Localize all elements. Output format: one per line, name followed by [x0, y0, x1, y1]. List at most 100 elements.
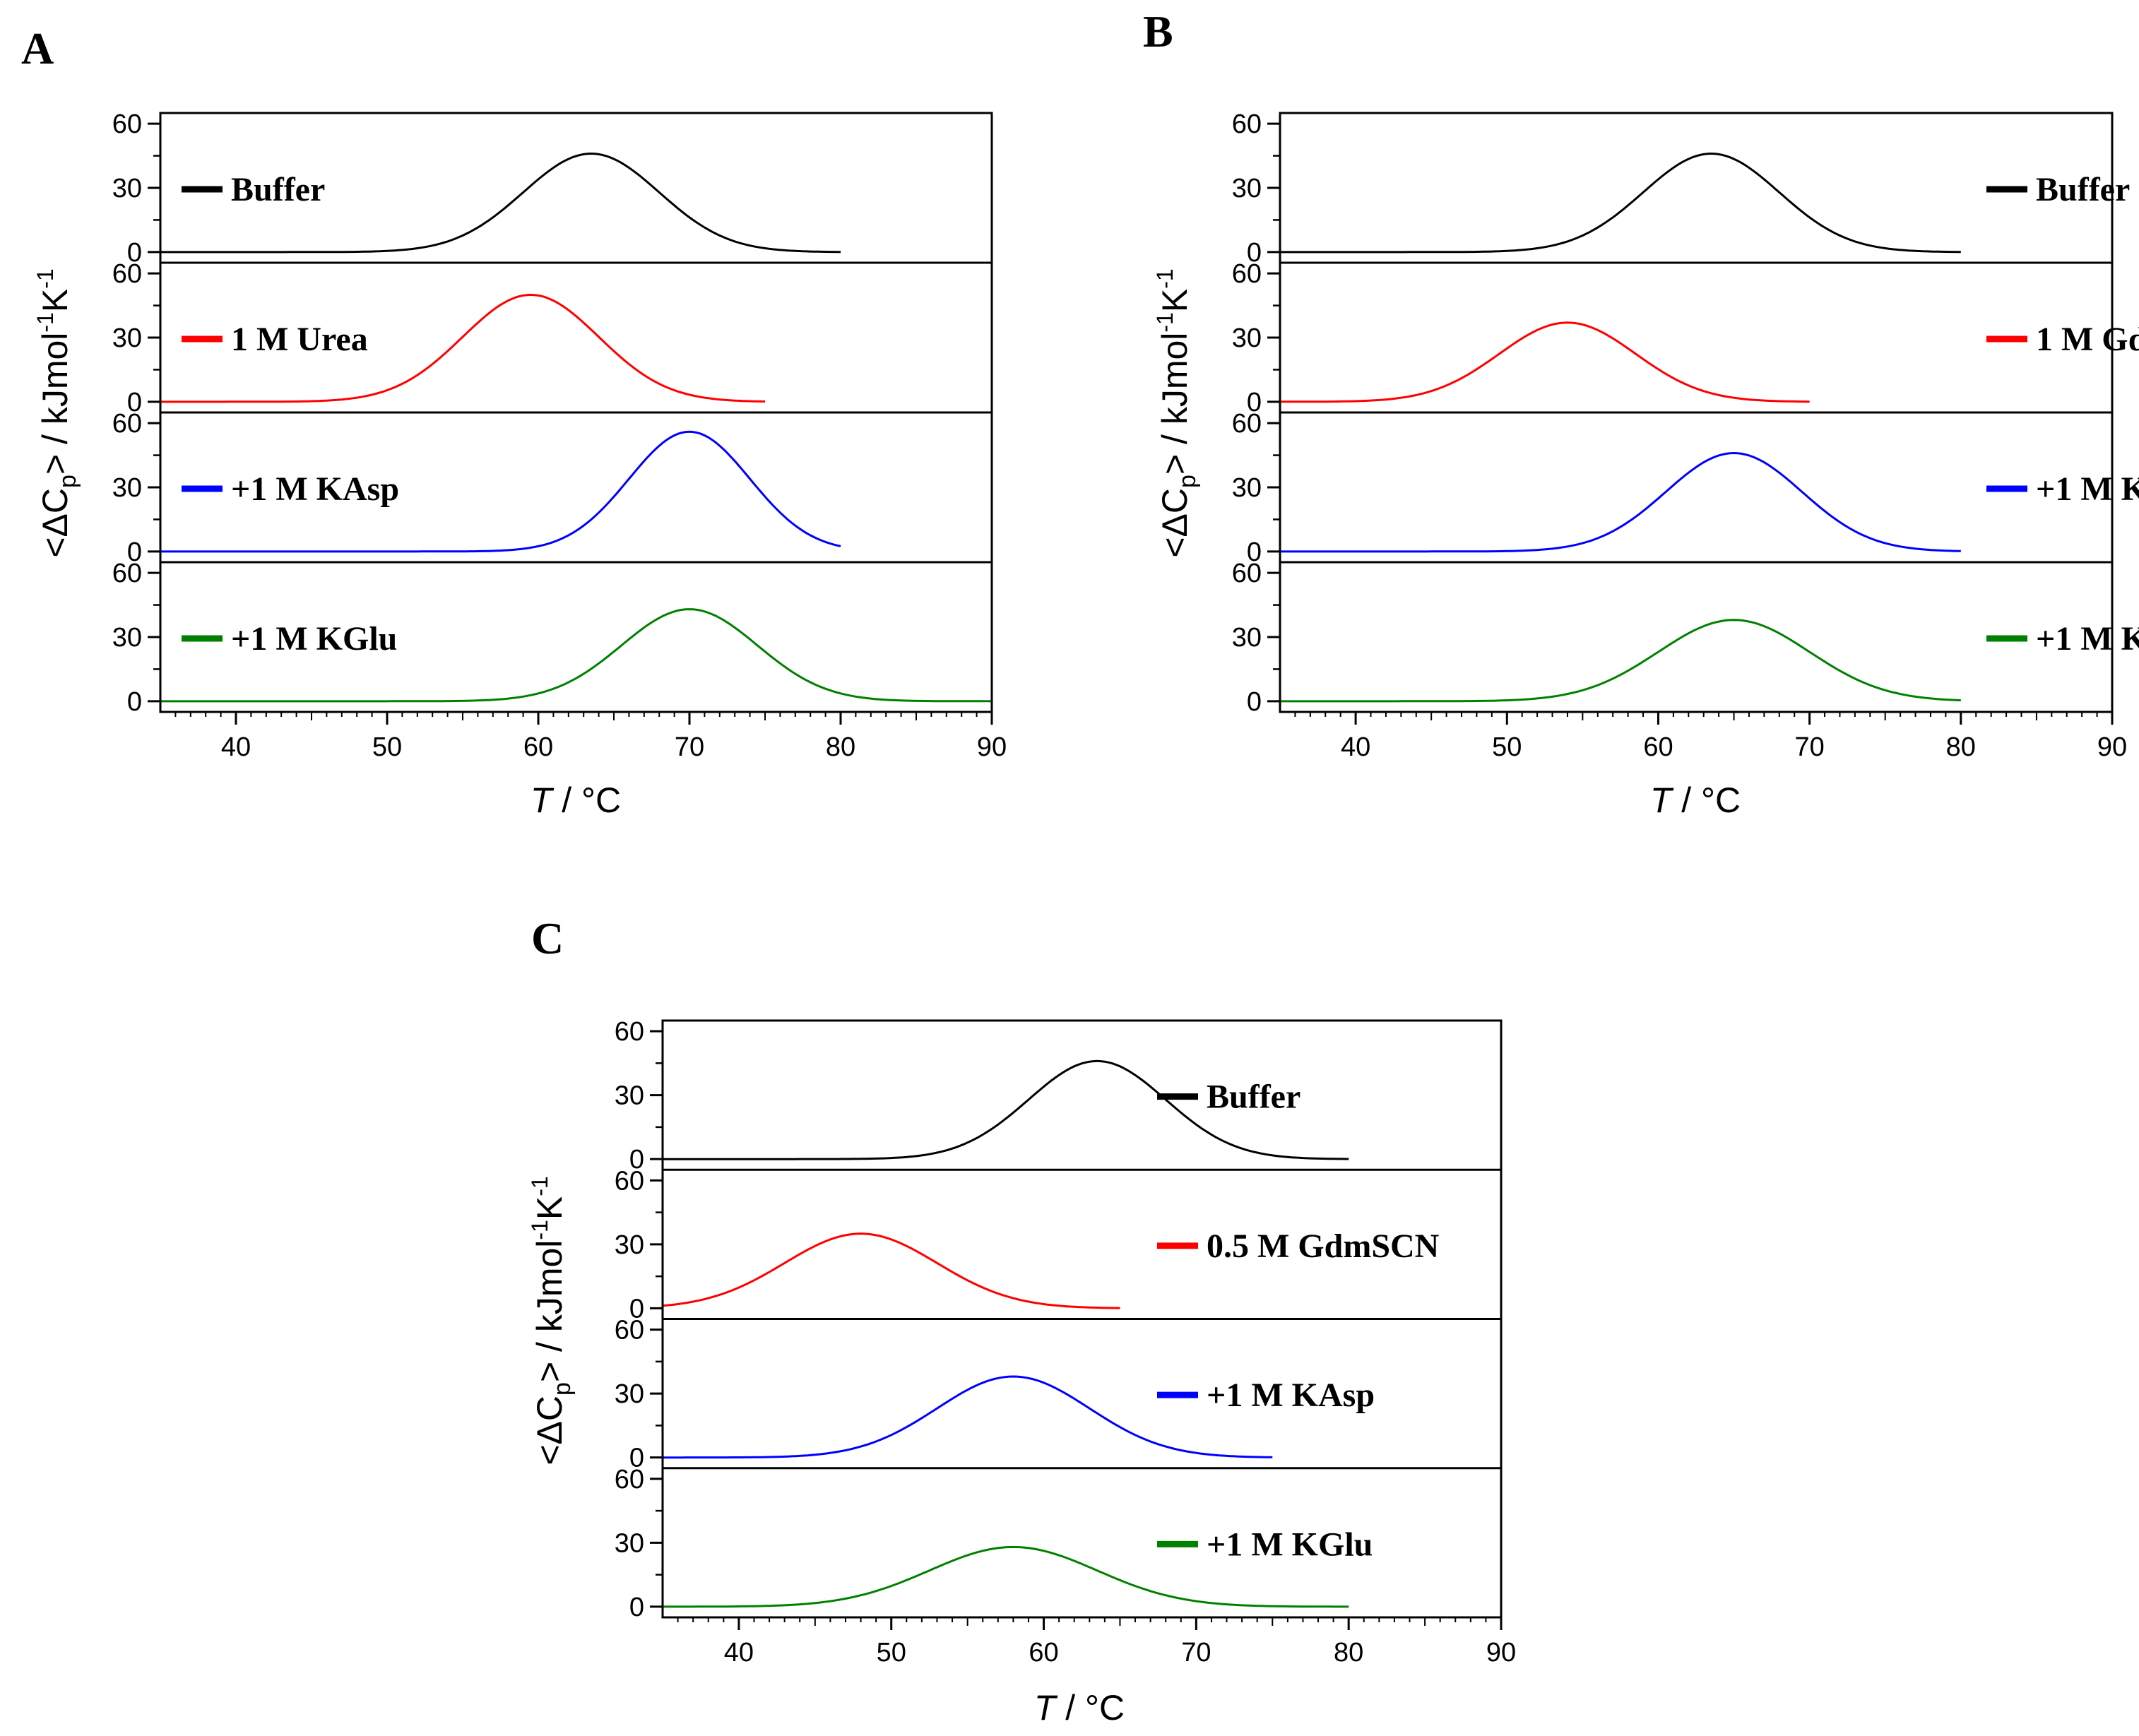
y-tick-label: 30 — [1232, 473, 1262, 503]
y-title-sub: p — [549, 1382, 576, 1396]
series-line — [160, 152, 841, 254]
series-line — [662, 1232, 1120, 1309]
x-tick-label: 90 — [2097, 732, 2127, 762]
x-axis-title-unit: / °C — [1671, 780, 1741, 820]
series-line — [663, 1545, 1349, 1608]
x-tick-label: 60 — [523, 732, 553, 762]
x-tick-label: 50 — [1492, 732, 1522, 762]
y-tick-label: 30 — [1232, 323, 1262, 353]
legend-label: +1 M KAsp — [2036, 470, 2139, 508]
legend-label: 1 M GdmCl — [2036, 321, 2139, 358]
panel-letter: B — [1143, 6, 1173, 57]
legend-label: +1 M KGlu — [1207, 1526, 1373, 1563]
series-line — [1280, 619, 1961, 703]
y-tick-label: 60 — [615, 1465, 644, 1494]
y-title-suffix: > / kJmol — [35, 333, 75, 475]
legend-label: Buffer — [231, 171, 325, 208]
y-axis-title: <ΔCp> / kJmol-1K-1 — [32, 268, 81, 557]
y-title-suffix: > / kJmol — [1155, 333, 1195, 475]
y-title-exp1: -1 — [32, 312, 58, 332]
y-tick-label: 30 — [112, 323, 142, 353]
y-tick-label: 0 — [127, 238, 142, 268]
x-tick-label: 50 — [877, 1638, 906, 1667]
x-axis-title: T / °C — [1650, 780, 1741, 820]
x-tick-label: 80 — [1334, 1638, 1363, 1667]
y-title-exp2: -1 — [1152, 268, 1178, 288]
x-axis-title-symbol: T — [1650, 780, 1674, 820]
subplot: 0 30 60 Buffer — [615, 1017, 1349, 1175]
x-tick-label: 40 — [724, 1638, 754, 1667]
y-tick-label: 30 — [112, 174, 142, 203]
x-axis-title-symbol: T — [1034, 1688, 1058, 1728]
legend-label: 0.5 M GdmSCN — [1207, 1227, 1440, 1265]
subplot: 0 30 60 +1 M KAsp — [112, 409, 992, 567]
y-tick-label: 60 — [1232, 559, 1262, 588]
x-tick-label: 70 — [1794, 732, 1824, 762]
y-tick-label: 30 — [112, 623, 142, 653]
x-tick-label: 90 — [977, 732, 1007, 762]
y-axis-title: <ΔCp> / kJmol-1K-1 — [527, 1176, 576, 1465]
series-line — [663, 1059, 1349, 1160]
x-axis-title-unit: / °C — [1055, 1688, 1125, 1728]
subplot: 0 30 60 0.5 M GdmSCN — [615, 1166, 1501, 1324]
plot-frame — [661, 1019, 1503, 1619]
y-tick-label: 60 — [615, 1017, 644, 1047]
subplot: 0 30 60 +1 M KGlu — [112, 559, 993, 717]
y-tick-label: 0 — [629, 1145, 644, 1175]
panel-letter: C — [531, 913, 564, 963]
y-title-prefix: <ΔC — [530, 1396, 569, 1466]
y-tick-label: 60 — [112, 559, 142, 588]
y-tick-label: 0 — [629, 1294, 644, 1324]
x-axis-title-unit: / °C — [552, 780, 621, 820]
y-tick-label: 30 — [112, 473, 142, 503]
y-tick-label: 30 — [1232, 623, 1262, 653]
y-title-mid: K — [530, 1196, 569, 1220]
x-tick-label: 70 — [1181, 1638, 1211, 1667]
legend-label: 1 M Urea — [231, 321, 368, 358]
x-tick-label: 90 — [1486, 1638, 1516, 1667]
legend-label: +1 M KGlu — [2036, 620, 2139, 658]
panel-letter: A — [21, 23, 54, 73]
y-tick-label: 0 — [127, 687, 142, 717]
subplot: 0 30 60 +1 M KGlu — [1232, 559, 2139, 717]
x-tick-label: 60 — [1643, 732, 1673, 762]
y-title-sub: p — [1174, 475, 1201, 488]
y-tick-label: 60 — [615, 1166, 644, 1196]
y-title-prefix: <ΔC — [1155, 488, 1195, 558]
chart-panel-c: C 0 30 60 Buffer 0 30 60 0.5 M GdmSCN 0 30 60 +1 M K… — [527, 913, 1516, 1728]
y-title-sub: p — [54, 475, 81, 488]
y-title-prefix: <ΔC — [35, 488, 75, 558]
y-tick-label: 30 — [615, 1528, 644, 1558]
y-tick-label: 0 — [629, 1593, 644, 1622]
plot-frame — [159, 112, 993, 713]
legend-label: Buffer — [2036, 171, 2130, 208]
y-tick-label: 30 — [1232, 174, 1262, 203]
x-tick-label: 80 — [826, 732, 855, 762]
x-axis-title: T / °C — [1034, 1688, 1125, 1728]
legend-label: +1 M KAsp — [1207, 1377, 1375, 1414]
y-tick-label: 30 — [615, 1230, 644, 1260]
x-axis-title-symbol: T — [531, 780, 555, 820]
y-tick-label: 60 — [112, 409, 142, 439]
series-line — [1280, 152, 1961, 254]
subplot: 0 30 60 +1 M KGlu — [615, 1465, 1501, 1622]
series-line — [1280, 321, 1810, 403]
y-tick-label: 60 — [1232, 109, 1262, 139]
y-tick-label: 30 — [615, 1379, 644, 1409]
legend-label: +1 M KGlu — [231, 620, 397, 658]
series-line — [160, 608, 993, 703]
x-tick-label: 70 — [675, 732, 704, 762]
x-tick-label: 40 — [221, 732, 251, 762]
y-tick-label: 0 — [1247, 537, 1262, 567]
x-tick-label: 80 — [1946, 732, 1976, 762]
y-tick-label: 0 — [127, 537, 142, 567]
subplot: 0 30 60 Buffer — [1232, 109, 2131, 268]
y-tick-label: 60 — [112, 259, 142, 289]
x-axis-title: T / °C — [531, 780, 621, 820]
y-title-mid: K — [35, 289, 75, 312]
y-tick-label: 60 — [1232, 409, 1262, 439]
y-tick-label: 0 — [1247, 388, 1262, 417]
series-line — [160, 293, 766, 403]
